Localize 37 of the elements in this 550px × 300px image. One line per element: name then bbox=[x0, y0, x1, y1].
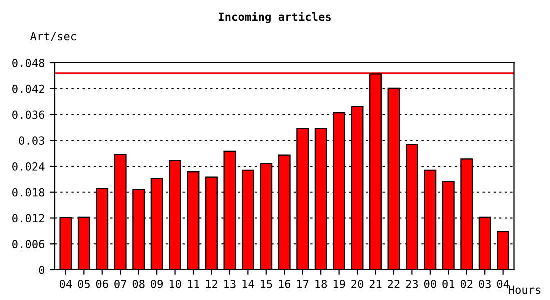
y-tick-label: 0.03 bbox=[19, 136, 44, 146]
y-tick-label: 0.012 bbox=[12, 214, 44, 223]
x-tick-label: 10 bbox=[170, 280, 182, 288]
x-tick-label: 04 bbox=[60, 280, 72, 288]
y-tick-label: 0.036 bbox=[12, 110, 45, 120]
x-tick-label: 23 bbox=[406, 280, 418, 288]
x-tick-label: 14 bbox=[242, 280, 254, 288]
y-axis-title: Art/sec bbox=[30, 32, 76, 42]
x-tick-label: 17 bbox=[297, 280, 309, 288]
x-tick-label: 05 bbox=[78, 280, 90, 288]
x-tick-label: 07 bbox=[114, 280, 126, 288]
x-tick-label: 20 bbox=[352, 280, 364, 288]
y-tick-label: 0.024 bbox=[12, 162, 45, 171]
chart-title: Incoming articles bbox=[219, 12, 331, 24]
x-tick-label: 21 bbox=[370, 280, 382, 288]
x-tick-label: 19 bbox=[334, 280, 346, 288]
y-tick-label: 0.042 bbox=[12, 84, 44, 94]
x-tick-label: 04 bbox=[497, 280, 510, 288]
x-axis-title: Hours bbox=[509, 286, 541, 294]
x-tick-label: 13 bbox=[224, 280, 236, 288]
y-tick-label: 0.006 bbox=[12, 240, 45, 249]
x-tick-label: 00 bbox=[424, 280, 436, 288]
y-tick-label: 0 bbox=[39, 266, 45, 274]
x-tick-label: 22 bbox=[388, 280, 400, 288]
x-tick-label: 09 bbox=[151, 280, 163, 288]
x-tick-label: 15 bbox=[261, 280, 272, 288]
x-tick-label: 16 bbox=[279, 280, 291, 288]
y-tick-label: 0.048 bbox=[12, 59, 45, 68]
x-tick-label: 08 bbox=[132, 280, 145, 288]
x-tick-label: 11 bbox=[188, 280, 200, 288]
x-tick-label: 06 bbox=[96, 280, 108, 288]
x-tick-label: 12 bbox=[206, 280, 218, 288]
x-tick-label: 01 bbox=[442, 280, 455, 288]
y-tick-label: 0.018 bbox=[12, 188, 45, 197]
x-tick-label: 03 bbox=[479, 280, 491, 288]
x-tick-label: 18 bbox=[316, 280, 328, 288]
x-tick-label: 02 bbox=[460, 280, 473, 288]
